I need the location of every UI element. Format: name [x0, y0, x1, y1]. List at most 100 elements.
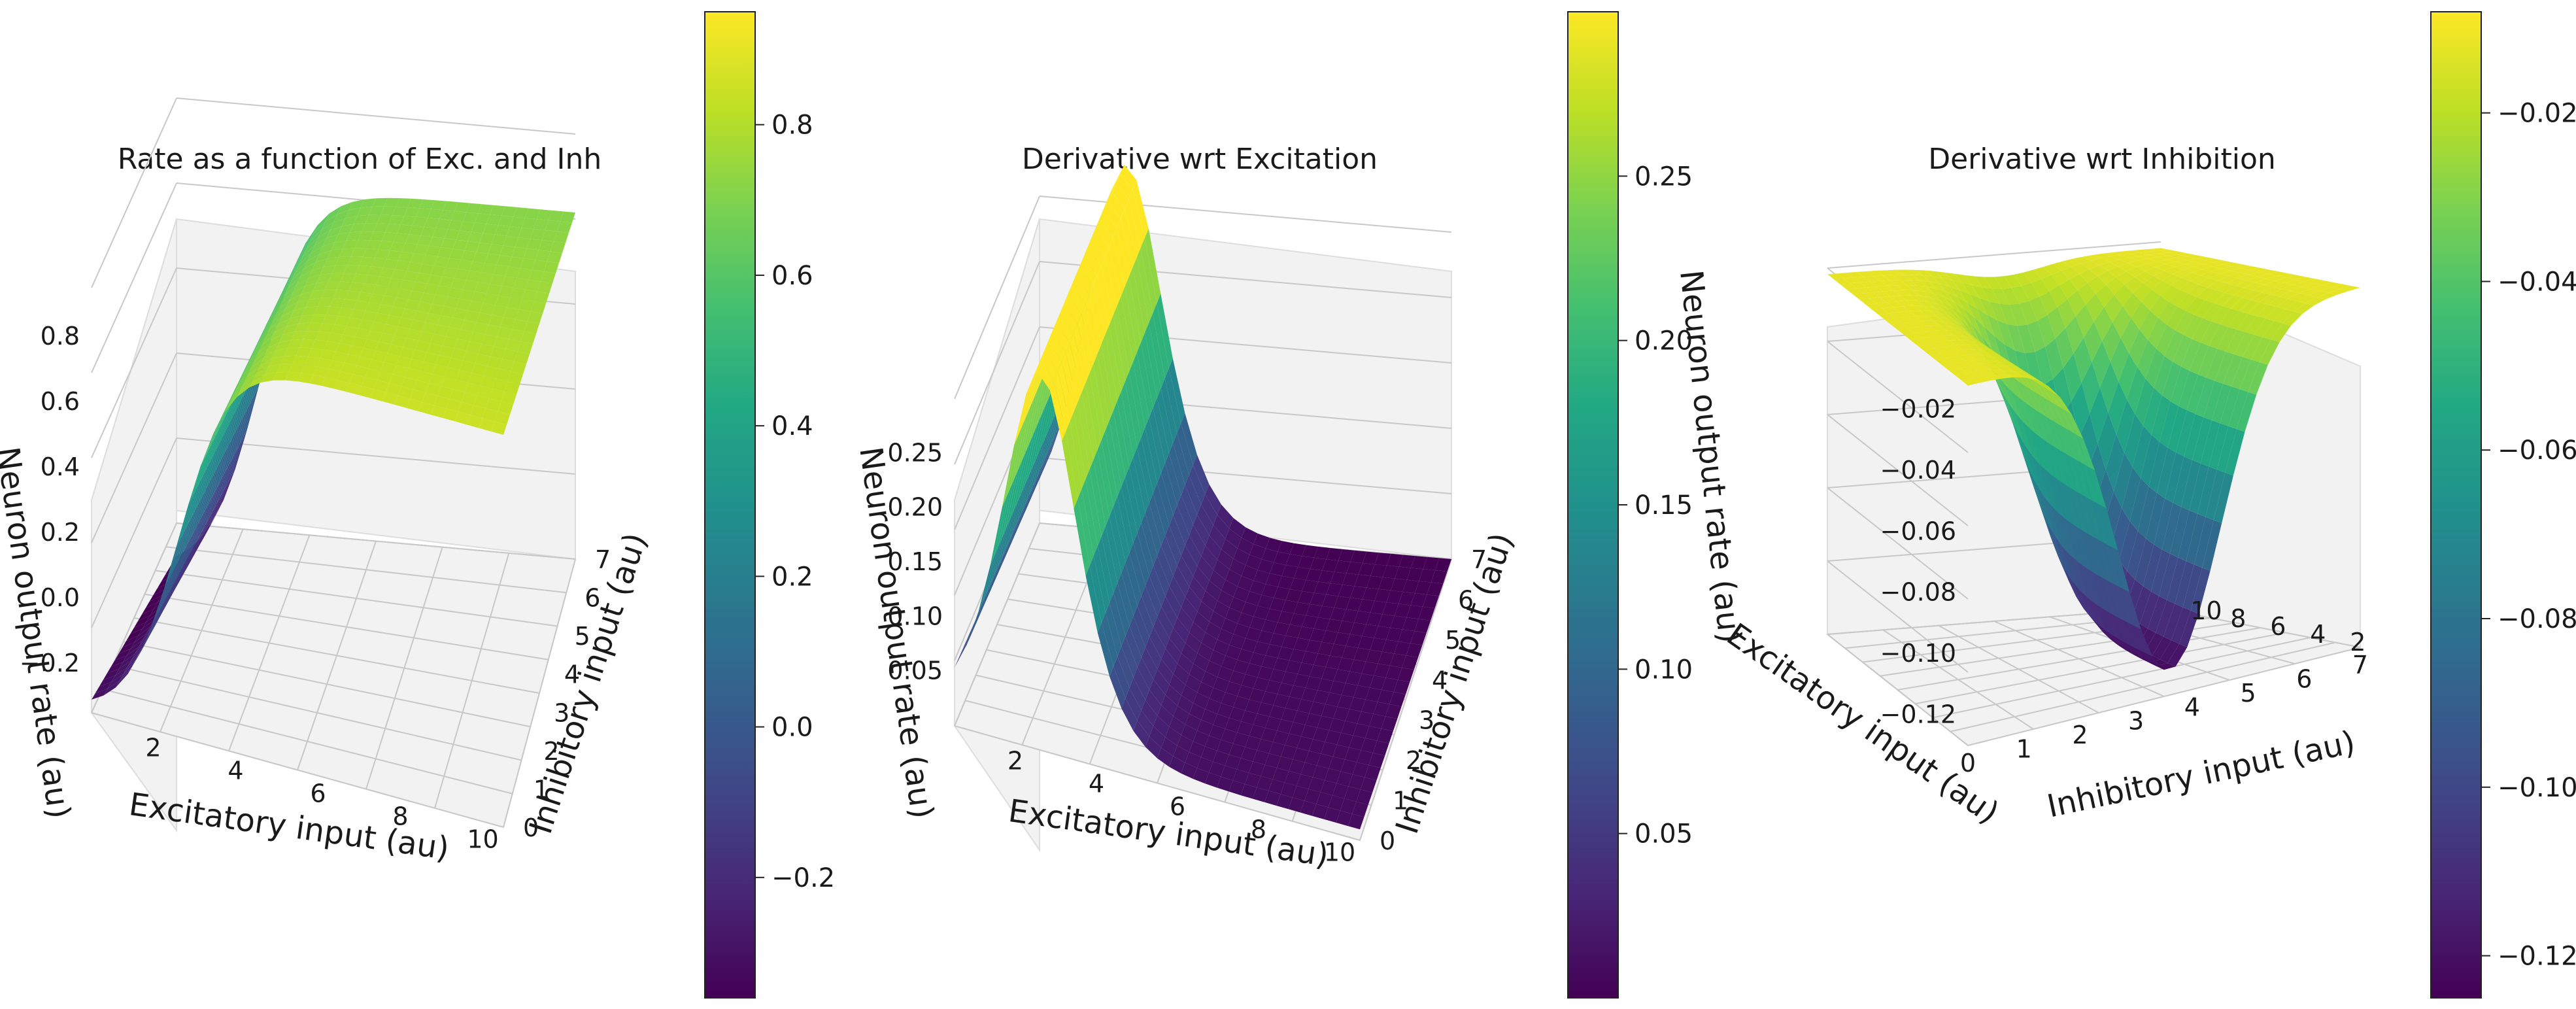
surface-patch — [1253, 641, 1270, 656]
surface-patch — [1940, 325, 1958, 332]
surface-patch — [1037, 388, 1053, 457]
surface-patch — [2296, 295, 2317, 303]
surface-patch — [1185, 632, 1202, 653]
surface-patch — [289, 286, 305, 301]
surface-patch — [2184, 262, 2204, 267]
surface-patch — [2224, 285, 2245, 296]
surface-patch — [263, 342, 280, 356]
surface-patch — [1201, 590, 1217, 611]
surface-patch — [345, 290, 361, 301]
surface-patch — [390, 335, 407, 347]
surface-patch — [1900, 295, 1918, 301]
surface-patch — [1414, 581, 1431, 595]
surface-patch — [2084, 322, 2103, 362]
surface-patch — [1252, 787, 1269, 802]
surface-patch — [1189, 741, 1206, 757]
surface-patch — [2025, 352, 2043, 387]
surface-patch — [212, 466, 228, 512]
surface-patch — [2200, 271, 2220, 279]
surface-patch — [437, 386, 453, 399]
surface-patch — [1213, 600, 1230, 619]
surface-patch — [456, 299, 471, 311]
surface-patch — [1967, 345, 1985, 351]
surface-patch — [2213, 292, 2233, 306]
surface-patch — [1161, 648, 1178, 674]
surface-patch — [296, 347, 312, 357]
surface-patch — [2005, 364, 2024, 371]
surface-patch — [1189, 576, 1206, 602]
surface-patch — [2018, 373, 2037, 381]
surface-patch — [1350, 586, 1366, 600]
surface-patch — [1944, 297, 1961, 314]
z-tick-label: 0.6 — [41, 387, 80, 416]
surface-patch — [2144, 267, 2164, 276]
surface-patch — [1221, 765, 1237, 781]
surface-patch — [1257, 702, 1274, 717]
surface-patch — [1117, 573, 1134, 626]
surface-patch — [2190, 568, 2211, 614]
surface-patch — [452, 379, 469, 392]
surface-patch — [1253, 713, 1270, 728]
surface-patch — [1353, 647, 1370, 662]
surface-patch — [1933, 293, 1952, 307]
surface-patch — [441, 238, 456, 249]
surface-patch — [1309, 739, 1325, 754]
surface-patch — [1249, 580, 1266, 595]
surface-patch — [2205, 258, 2224, 263]
surface-patch — [194, 502, 210, 547]
surface-patch — [191, 467, 207, 518]
colorbar-tick-label: −0.08 — [2498, 604, 2576, 634]
surface-patch — [410, 389, 426, 402]
surface-patch — [1100, 212, 1117, 237]
surface-patch — [2195, 257, 2216, 261]
surface-patch — [1300, 762, 1317, 778]
surface-patch — [1948, 309, 1965, 327]
surface-patch — [1332, 783, 1349, 799]
surface-patch — [1334, 632, 1350, 646]
surface-patch — [1133, 352, 1149, 428]
surface-patch — [2073, 524, 2092, 572]
surface-patch — [1338, 621, 1355, 634]
surface-patch — [1209, 611, 1226, 629]
surface-patch — [267, 334, 283, 349]
surface-patch — [1257, 739, 1274, 754]
surface-patch — [375, 341, 391, 354]
surface-patch — [224, 445, 240, 490]
surface-patch — [1153, 398, 1170, 464]
surface-patch — [1971, 341, 1990, 349]
surface-patch — [469, 332, 485, 344]
surface-patch — [2193, 264, 2212, 269]
surface-patch — [186, 496, 203, 545]
surface-patch — [1945, 345, 1963, 352]
surface-patch — [1117, 391, 1134, 468]
surface-patch — [358, 386, 374, 398]
surface-patch — [2175, 561, 2194, 607]
surface-patch — [292, 355, 309, 365]
surface-patch — [269, 308, 286, 327]
surface-patch — [486, 398, 501, 412]
surface-patch — [2008, 374, 2026, 403]
surface-patch — [1065, 342, 1082, 403]
surface-patch — [1942, 278, 1960, 290]
surface-patch — [1329, 681, 1346, 695]
surface-patch — [288, 269, 304, 288]
surface-patch — [1952, 280, 1970, 294]
surface-patch — [384, 286, 400, 298]
surface-patch — [444, 296, 460, 309]
surface-patch — [340, 273, 356, 282]
surface-patch — [1337, 694, 1354, 710]
surface-patch — [2250, 292, 2271, 303]
surface-patch — [369, 294, 384, 305]
surface-patch — [339, 248, 355, 257]
surface-patch — [1017, 466, 1034, 522]
surface-patch — [413, 380, 429, 393]
surface-patch — [1276, 756, 1293, 772]
surface-patch — [171, 524, 188, 574]
surface-patch — [313, 281, 329, 292]
surface-patch — [2066, 519, 2085, 567]
surface-patch — [1929, 325, 1947, 331]
surface-patch — [1305, 713, 1321, 728]
surface-patch — [405, 368, 420, 381]
surface-patch — [1105, 247, 1121, 306]
